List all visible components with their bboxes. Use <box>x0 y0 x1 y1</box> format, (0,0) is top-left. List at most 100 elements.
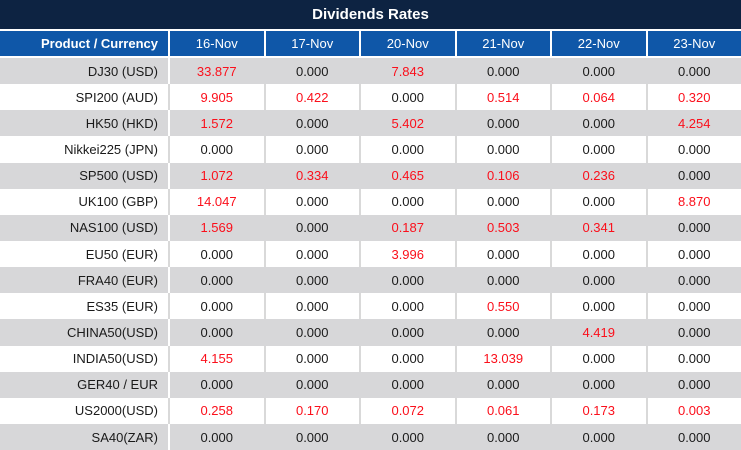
product-label: SPI200 (AUD) <box>0 84 170 111</box>
dividend-value: 0.422 <box>266 84 361 111</box>
page-title: Dividends Rates <box>312 6 429 23</box>
dividend-value: 0.000 <box>170 136 266 163</box>
table-row: EU50 (EUR) 0.000 0.000 3.996 0.000 0.000 0.000 <box>0 240 741 268</box>
dividend-value: 0.320 <box>677 89 711 105</box>
dividend-value: 0.000 <box>677 272 711 288</box>
dividend-value: 0.170 <box>266 397 361 424</box>
dividend-value: 0.072 <box>361 397 457 424</box>
product-label: FRA40 (EUR) <box>0 267 170 294</box>
table-body: DJ30 (USD) 33.877 0.000 7.843 0.000 0.000 0.00… <box>0 58 741 450</box>
dividend-value: 4.419 <box>552 319 648 346</box>
dividend-value: 0.000 <box>266 188 361 215</box>
dividend-value: 0.000 <box>552 293 648 320</box>
table-row: SPI200 (AUD) 9.905 0.422 0.000 0.514 0.064 0.3… <box>0 84 741 111</box>
table-row: HK50 (HKD) 1.572 0.000 5.402 0.000 0.000 4.254 <box>0 110 741 137</box>
dividend-value: 0.000 <box>552 240 648 268</box>
column-header-21-nov: 21-Nov <box>457 31 552 56</box>
dividend-value: 0.000 <box>552 423 648 450</box>
dividend-value: 0.000 <box>457 267 552 294</box>
product-label: SP500 (USD) <box>0 162 170 189</box>
dividend-value: 4.155 <box>170 345 266 372</box>
dividend-value: 0.000 <box>170 371 266 398</box>
dividend-value: 0.000 <box>266 371 361 398</box>
dividend-value: 0.000 <box>677 246 711 262</box>
dividend-value: 0.000 <box>361 345 457 372</box>
table-row: ES35 (EUR) 0.000 0.000 0.000 0.550 0.000 0.000 <box>0 293 741 320</box>
dividend-value: 0.187 <box>361 214 457 241</box>
table-header-row: Product / Currency 16-Nov 17-Nov 20-Nov … <box>0 31 741 58</box>
dividend-value: 0.000 <box>266 345 361 372</box>
dividend-value: 0.000 <box>266 58 361 85</box>
dividend-value: 0.000 <box>552 345 648 372</box>
dividend-value: 0.000 <box>361 293 457 320</box>
dividend-value: 9.905 <box>170 84 266 111</box>
dividend-value: 0.503 <box>457 214 552 241</box>
dividend-value: 1.072 <box>170 162 266 189</box>
product-label: GER40 / EUR <box>0 371 170 398</box>
dividend-value: 0.000 <box>677 168 711 184</box>
dividend-value: 0.000 <box>677 377 711 393</box>
dividend-value: 5.402 <box>361 110 457 137</box>
dividend-value: 0.236 <box>552 162 648 189</box>
dividend-value: 0.000 <box>552 371 648 398</box>
dividend-value: 8.870 <box>677 194 711 210</box>
dividend-value: 0.000 <box>266 136 361 163</box>
column-header-17-nov: 17-Nov <box>266 31 361 56</box>
product-label: ES35 (EUR) <box>0 293 170 320</box>
product-label: UK100 (GBP) <box>0 188 170 215</box>
dividend-value: 0.000 <box>457 58 552 85</box>
product-label: US2000(USD) <box>0 397 170 424</box>
dividend-value: 0.000 <box>361 319 457 346</box>
dividend-value: 0.000 <box>677 324 711 340</box>
dividend-value: 0.000 <box>361 267 457 294</box>
dividend-value: 0.000 <box>170 319 266 346</box>
dividend-value: 0.341 <box>552 214 648 241</box>
dividend-value: 0.000 <box>361 136 457 163</box>
product-label: CHINA50(USD) <box>0 319 170 346</box>
dividend-value: 0.000 <box>457 423 552 450</box>
product-label: HK50 (HKD) <box>0 110 170 137</box>
table-row: INDIA50(USD) 4.155 0.000 0.000 13.039 0.000 0.… <box>0 345 741 372</box>
table-row: CHINA50(USD) 0.000 0.000 0.000 0.000 4.419 0.0… <box>0 319 741 346</box>
product-label: NAS100 (USD) <box>0 214 170 241</box>
dividend-value: 0.000 <box>457 371 552 398</box>
dividend-value: 0.061 <box>457 397 552 424</box>
dividend-value: 0.000 <box>170 423 266 450</box>
dividend-value: 0.000 <box>361 84 457 111</box>
dividend-value: 0.000 <box>457 136 552 163</box>
dividend-value: 0.000 <box>552 267 648 294</box>
dividend-value: 0.000 <box>677 298 711 314</box>
column-header-16-nov: 16-Nov <box>170 31 266 56</box>
dividend-value: 0.000 <box>677 63 711 79</box>
table-row: US2000(USD) 0.258 0.170 0.072 0.061 0.173 0.00… <box>0 397 741 424</box>
dividend-value: 1.569 <box>170 214 266 241</box>
dividend-value: 7.843 <box>361 58 457 85</box>
dividend-value: 0.003 <box>677 403 711 419</box>
dividend-value: 0.173 <box>552 397 648 424</box>
dividend-value: 0.064 <box>552 84 648 111</box>
dividend-value: 0.000 <box>552 58 648 85</box>
table-row: GER40 / EUR 0.000 0.000 0.000 0.000 0.000 0.00… <box>0 371 741 398</box>
dividend-value: 0.000 <box>361 188 457 215</box>
dividend-value: 0.000 <box>361 371 457 398</box>
dividend-value: 0.000 <box>266 240 361 268</box>
dividend-value: 0.000 <box>677 351 711 367</box>
product-label: DJ30 (USD) <box>0 58 170 85</box>
dividend-value: 0.000 <box>457 188 552 215</box>
dividend-value: 0.514 <box>457 84 552 111</box>
title-bar: Dividends Rates <box>0 0 741 31</box>
dividend-value: 0.334 <box>266 162 361 189</box>
dividend-value: 4.254 <box>677 115 711 131</box>
column-header-23-nov: 23-Nov <box>673 36 716 51</box>
dividend-value: 1.572 <box>170 110 266 137</box>
dividend-value: 0.000 <box>170 240 266 268</box>
table-row: NAS100 (USD) 1.569 0.000 0.187 0.503 0.341 0.0… <box>0 214 741 241</box>
dividend-value: 0.000 <box>677 141 711 157</box>
column-header-product-currency: Product / Currency <box>0 31 170 56</box>
dividend-value: 0.000 <box>677 429 711 445</box>
dividend-value: 0.550 <box>457 293 552 320</box>
dividend-value: 0.000 <box>552 110 648 137</box>
dividend-value: 0.000 <box>170 293 266 320</box>
dividend-value: 0.000 <box>552 188 648 215</box>
